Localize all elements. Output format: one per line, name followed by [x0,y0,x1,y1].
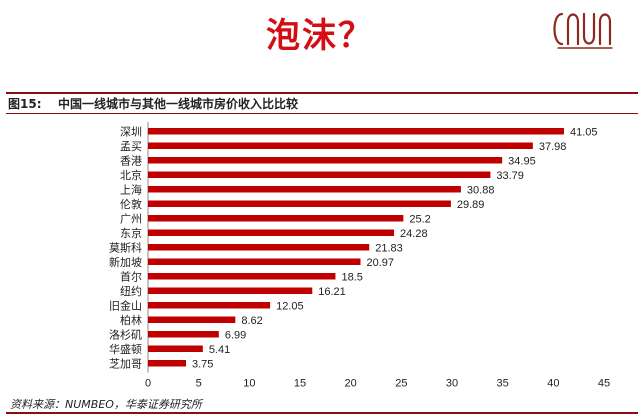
x-tick-label: 35 [497,378,509,389]
value-label: 34.95 [508,155,536,167]
bar [148,128,564,135]
bar [148,287,313,294]
category-label: 伦敦 [120,197,142,211]
source-note: 资料来源：NUMBEO，华泰证券研究所 [10,398,202,411]
bar [148,244,370,251]
figure-header: 图15: 中国一线城市与其他一线城市房价收入比比较 [6,92,638,114]
bar [148,186,461,193]
bar [148,157,503,164]
bar [148,215,404,222]
bar [148,302,271,309]
value-label: 18.5 [341,271,362,283]
category-label: 旧金山 [109,298,142,312]
x-tick-label: 0 [145,378,151,389]
figure-number: 图15: [8,97,42,111]
value-label: 33.79 [496,170,524,182]
x-tick-label: 30 [446,378,458,389]
category-label: 东京 [120,226,142,240]
category-label: 孟买 [120,140,142,153]
value-label: 16.21 [318,286,346,298]
bar [148,345,203,352]
category-label: 首尔 [120,269,142,283]
value-label: 8.62 [241,315,262,327]
category-label: 香港 [120,154,142,167]
category-label: 广州 [120,212,142,225]
bar [148,316,236,323]
x-tick-label: 45 [598,378,610,389]
x-tick-label: 20 [345,378,357,389]
x-tick-label: 40 [547,378,559,389]
bar [148,142,533,149]
category-label: 纽约 [120,284,142,298]
value-label: 24.28 [400,228,428,240]
bar [148,200,451,207]
value-label: 3.75 [192,358,213,370]
category-label: 洛杉矶 [109,327,142,341]
bar [148,229,395,236]
category-label: 上海 [120,182,142,196]
value-label: 30.88 [467,184,495,196]
category-label: 新加坡 [109,255,142,269]
bar [148,273,336,280]
x-tick-label: 15 [294,378,306,389]
value-label: 6.99 [225,329,246,341]
value-label: 12.05 [276,300,304,312]
value-label: 29.89 [457,199,485,211]
bar-chart: 深圳 41.05 孟买 37.98 香港 34.95 北京 33.79 上海 30.88 伦敦 29.… [109,122,610,389]
x-tick-label: 10 [243,378,255,389]
category-label: 北京 [120,168,142,182]
category-label: 华盛顿 [109,342,142,356]
value-label: 5.41 [209,344,230,356]
logo [553,12,613,49]
category-label: 柏林 [120,313,142,327]
category-label: 莫斯科 [109,240,142,254]
x-tick-label: 5 [196,378,202,389]
figure-bottom-rule [6,113,638,114]
figure-top-rule [6,92,638,94]
value-label: 21.83 [375,242,403,254]
x-tick-label: 25 [395,378,407,389]
value-label: 37.98 [539,141,567,153]
figure-title: 中国一线城市与其他一线城市房价收入比比较 [58,97,299,111]
category-label: 芝加哥 [109,357,142,370]
category-label: 深圳 [120,125,142,138]
value-label: 41.05 [570,126,598,138]
bar [148,258,361,265]
value-label: 20.97 [366,257,394,269]
bar [148,171,491,178]
bar [148,360,186,367]
bottom-rule [6,412,638,414]
value-label: 25.2 [409,213,430,225]
bar [148,331,219,338]
headline: 泡沫？ [266,16,374,56]
